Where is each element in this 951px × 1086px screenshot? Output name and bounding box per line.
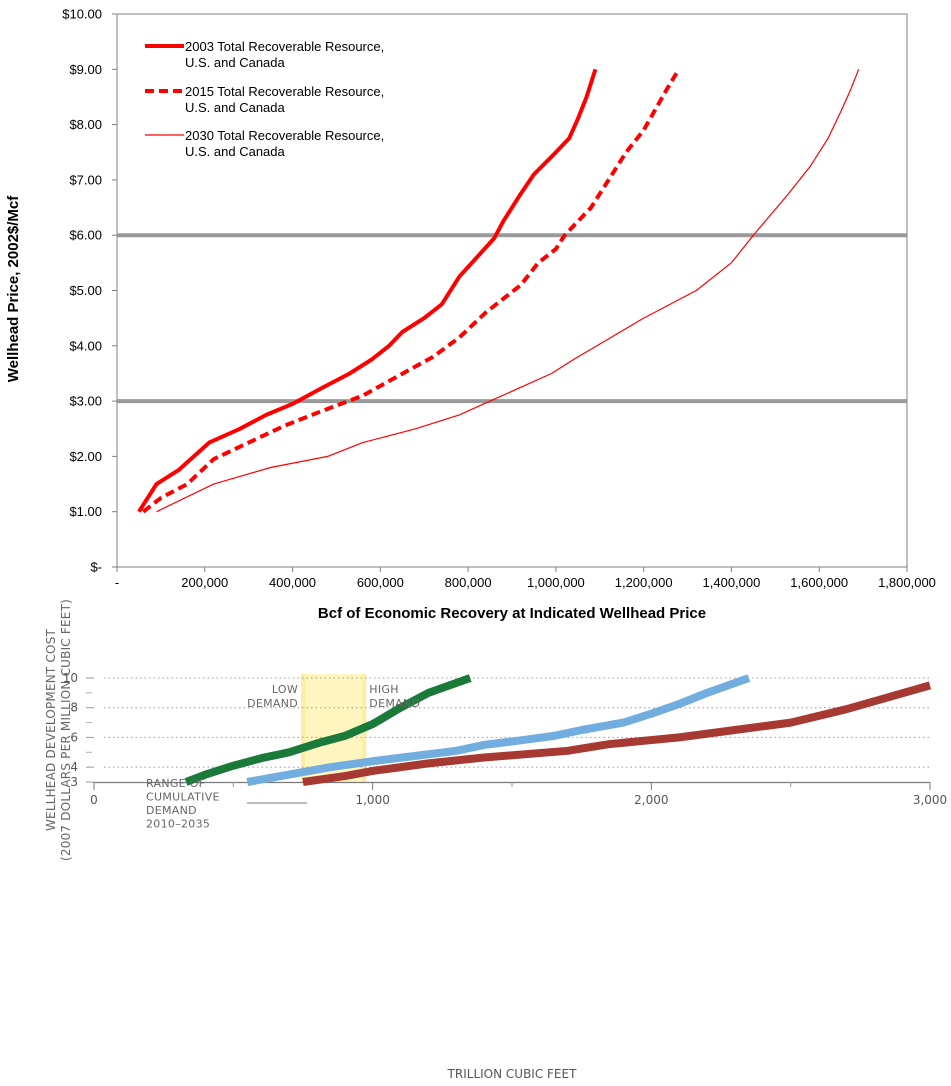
chart2-y-tick-label: 6 (70, 730, 78, 744)
range-of-demand-text: RANGE OF (146, 777, 205, 790)
chart2-y-tick-label: 4 (70, 760, 78, 774)
chart2-y-axis-title-line2: (2007 DOLLARS PER MILLION CUBIC FEET) (59, 599, 73, 861)
chart2-y-tick-label: 8 (70, 701, 78, 715)
chart1-x-tick-label: 600,000 (357, 575, 404, 590)
chart1-y-tick-label: $10.00 (62, 7, 102, 22)
chart-1: $- $1.00 $2.00 $3.00 $4.00 $5.00 $6.00 $7.00 $8.… (5, 7, 936, 623)
chart1-y-tick-label: $9.00 (69, 62, 102, 77)
chart1-x-tick-label: 400,000 (269, 575, 316, 590)
chart2-x-tick-label: 3,000 (913, 793, 947, 807)
chart1-x-tick-label: - (115, 575, 119, 590)
chart2-x-tick-label: 2,000 (634, 793, 668, 807)
chart1-x-tick-label: 1,600,000 (790, 575, 848, 590)
chart2-series-line-1 (184, 674, 472, 786)
demand-band-edge (301, 674, 305, 782)
chart1-series-line-1 (137, 68, 598, 513)
range-of-demand-text: DEMAND (146, 804, 197, 817)
high-demand-label: DEMAND (369, 697, 420, 710)
chart1-legend-label: U.S. and Canada (185, 100, 286, 115)
chart2-y-tick-label: 3 (70, 775, 78, 789)
chart1-legend-label: U.S. and Canada (185, 144, 286, 159)
chart2-y-axis-title-line1: WELLHEAD DEVELOPMENT COST (44, 629, 58, 832)
chart1-x-axis-title: Bcf of Economic Recovery at Indicated We… (318, 605, 706, 622)
low-demand-label: DEMAND (247, 697, 298, 710)
chart1-series-line-2 (142, 68, 681, 514)
chart1-y-tick-label: $1.00 (69, 504, 102, 519)
chart1-legend-label: 2003 Total Recoverable Resource, (185, 39, 384, 54)
chart1-x-tick-label: 1,200,000 (615, 575, 673, 590)
chart1-y-axis: $- $1.00 $2.00 $3.00 $4.00 $5.00 $6.00 $7.00 $8.… (62, 7, 117, 575)
chart1-y-tick-label: $8.00 (69, 117, 102, 132)
chart2-series (184, 674, 932, 786)
chart1-y-tick-label: $2.00 (69, 449, 102, 464)
chart2-series-line-3 (302, 681, 932, 786)
chart1-legend-label: 2030 Total Recoverable Resource, (185, 128, 384, 143)
chart1-x-tick-label: 1,400,000 (703, 575, 761, 590)
chart2-series-line-2 (246, 674, 751, 786)
chart1-y-tick-label: $4.00 (69, 338, 102, 353)
chart1-legend: 2003 Total Recoverable Resource,U.S. and… (145, 39, 384, 159)
chart1-y-tick-label: $- (90, 560, 102, 575)
chart1-series (137, 68, 860, 514)
chart1-x-tick-label: 800,000 (445, 575, 492, 590)
chart1-y-tick-label: $6.00 (69, 228, 102, 243)
chart2-x-axis-title: TRILLION CUBIC FEET (447, 1067, 578, 1081)
chart1-y-tick-label: $7.00 (69, 172, 102, 187)
chart2-y-axis: 34 6 8 10 (63, 671, 94, 789)
chart1-legend-label: U.S. and Canada (185, 55, 286, 70)
chart1-y-tick-label: $5.00 (69, 283, 102, 298)
chart1-series-line-3 (156, 69, 860, 513)
chart1-x-tick-label: 1,800,000 (878, 575, 936, 590)
chart1-x-tick-label: 200,000 (181, 575, 228, 590)
chart2-x-tick-label: 0 (90, 793, 98, 807)
chart1-reference-lines (117, 233, 907, 404)
chart1-x-axis: - 200,000 400,000 600,000 800,000 1,000,000 1,… (115, 567, 936, 590)
chart2-x-tick-label: 1,000 (355, 793, 389, 807)
chart2-y-tick-label: 10 (63, 671, 78, 685)
chart2-x-axis: 0 1,000 2,000 3,000 (90, 782, 947, 807)
chart1-y-axis-title: Wellhead Price, 2002$/Mcf (5, 195, 22, 382)
range-of-demand-text: 2010–2035 (146, 818, 210, 831)
chart1-legend-label: 2015 Total Recoverable Resource, (185, 84, 384, 99)
low-demand-label: LOW (272, 683, 298, 696)
high-demand-label: HIGH (369, 683, 399, 696)
chart1-y-tick-label: $3.00 (69, 394, 102, 409)
range-of-demand-text: CUMULATIVE (146, 791, 220, 804)
chart1-x-tick-label: 1,000,000 (527, 575, 585, 590)
